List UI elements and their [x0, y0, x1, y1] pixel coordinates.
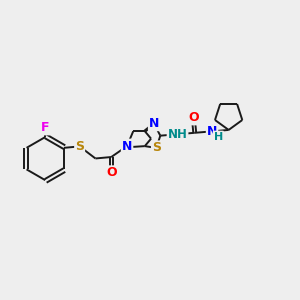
Text: N: N — [122, 140, 132, 153]
Text: O: O — [188, 111, 199, 124]
Text: H: H — [214, 131, 223, 142]
Text: S: S — [152, 141, 161, 154]
Text: O: O — [106, 166, 116, 179]
Text: F: F — [41, 122, 50, 134]
Text: N: N — [207, 125, 217, 138]
Text: NH: NH — [168, 128, 188, 141]
Text: N: N — [149, 117, 159, 130]
Text: S: S — [75, 140, 84, 153]
